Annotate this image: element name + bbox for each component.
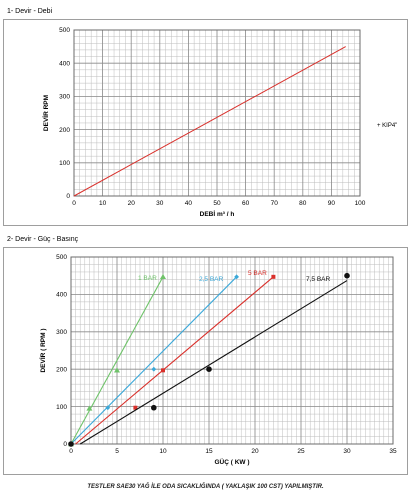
data-point-5-bar	[271, 274, 276, 279]
series-line-7-5-bar	[79, 280, 348, 445]
y-tick-label: 400	[56, 292, 67, 299]
data-point-2-5-bar	[151, 366, 157, 372]
x-axis-label: GÜÇ ( KW )	[214, 457, 249, 466]
x-tick-label: 0	[69, 448, 73, 455]
series-label-7-5-bar: 7,5 BAR	[306, 276, 331, 283]
series-line-kip4	[73, 46, 346, 197]
footnote: TESTLER SAE30 YAĞ İLE ODA SICAKLIĞINDA (…	[87, 484, 324, 490]
x-tick-label: 10	[99, 200, 107, 207]
x-tick-label: 30	[156, 200, 164, 207]
y-tick-label: 0	[63, 441, 67, 448]
y-tick-label: 300	[59, 94, 70, 101]
data-point-1-bar	[86, 405, 93, 411]
data-point-2-5-bar	[234, 274, 239, 280]
x-tick-label: 5	[115, 448, 119, 455]
x-tick-label: 70	[271, 200, 279, 207]
y-tick-label: 500	[56, 254, 67, 261]
data-point-7-5-bar	[151, 404, 157, 411]
y-tick-label: 300	[56, 329, 67, 336]
data-point-7-5-bar	[68, 441, 74, 447]
series-label-2-5-bar: 2,5 BAR	[199, 276, 224, 283]
data-point-1-bar	[114, 367, 120, 373]
series-line-5-bar	[75, 276, 274, 445]
series-label-1-bar: 1 BAR	[138, 275, 157, 282]
y-tick-label: 200	[59, 127, 70, 134]
data-point-1-bar	[160, 273, 166, 280]
y-tick-label: 100	[56, 404, 67, 411]
data-point-7-5-bar	[344, 272, 350, 279]
x-tick-label: 35	[389, 448, 397, 455]
series-line-2-5-bar	[70, 276, 237, 445]
x-tick-label: 20	[251, 448, 259, 455]
y-tick-label: 0	[66, 193, 70, 200]
x-tick-label: 20	[128, 200, 136, 207]
x-tick-label: 100	[355, 200, 366, 207]
x-tick-label: 90	[328, 200, 336, 207]
x-tick-label: 10	[159, 448, 167, 455]
y-tick-label: 500	[59, 27, 70, 34]
x-axis-label: DEBİ m³ / h	[200, 210, 235, 218]
x-tick-label: 15	[205, 448, 213, 455]
chart1-svg: 0 10 20 30 40 50 60 70 80 90 100 0 100 200 300 400 500 DE…	[42, 27, 397, 218]
y-axis-label: DEVİR ( RPM )	[39, 328, 47, 372]
x-tick-label: 60	[242, 200, 250, 207]
data-point-5-bar	[161, 368, 165, 373]
x-tick-label: 80	[299, 200, 307, 207]
legend-label-kip4: + KIP4"	[377, 123, 397, 129]
x-tick-label: 0	[72, 200, 76, 207]
plot-area-border	[70, 256, 394, 445]
x-tick-label: 25	[297, 448, 305, 455]
series-line-1-bar	[70, 276, 164, 445]
data-point-2-5-bar	[105, 405, 111, 411]
chart2-svg: 0 5 10 15 20 25 30 35 0 100 200 300 400 500 GÜÇ ( KW )…	[39, 254, 397, 466]
data-point-7-5-bar	[206, 366, 212, 373]
chart2-heading: 2- Devir - Güç - Basınç	[7, 236, 79, 243]
y-tick-label: 100	[59, 160, 70, 167]
x-tick-label: 50	[213, 200, 221, 207]
x-tick-label: 30	[343, 448, 351, 455]
chart1-heading: 1- Devir - Debi	[7, 8, 53, 15]
data-point-5-bar	[133, 405, 138, 410]
plot-area-border	[73, 29, 361, 197]
x-tick-label: 40	[185, 200, 193, 207]
y-axis-label: DEVİR RPM	[42, 95, 50, 131]
series-label-5-bar: 5 BAR	[248, 270, 267, 277]
y-tick-label: 400	[59, 60, 70, 67]
y-tick-label: 200	[56, 366, 67, 373]
